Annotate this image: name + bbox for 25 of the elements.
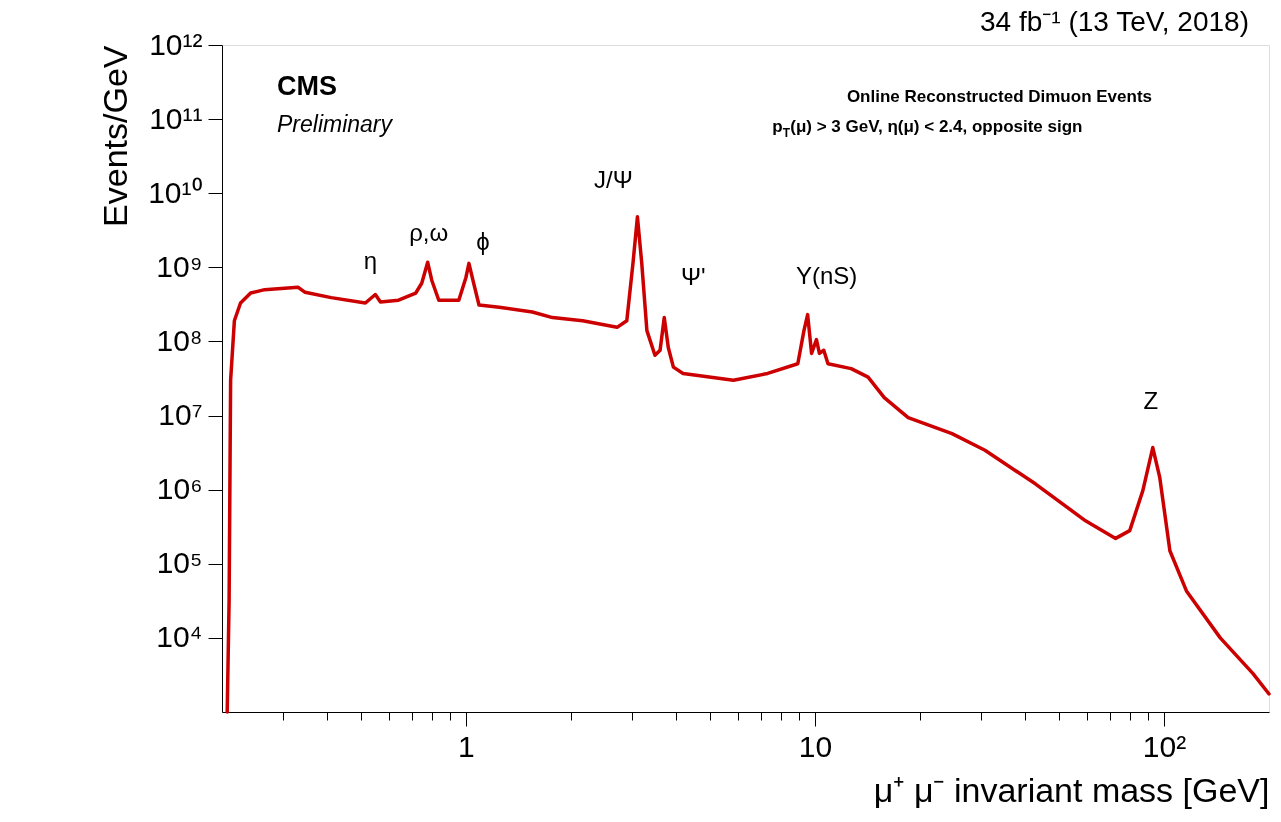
chart-title: 34 fb⁻¹ (13 TeV, 2018) <box>980 6 1249 37</box>
y-tick-label: 10⁸ <box>156 323 203 357</box>
y-tick-label: 10⁶ <box>156 472 203 506</box>
x-tick-label: 10 <box>798 729 833 763</box>
annotation: ϕ <box>476 228 490 256</box>
annotation: ρ,ω <box>409 219 449 247</box>
annotation: Υ(nS) <box>795 261 858 289</box>
annotation: Preliminary <box>277 111 394 137</box>
x-tick-label: 1 <box>458 729 475 763</box>
y-tick-label: 10¹² <box>149 27 203 61</box>
annotation: Z <box>1143 386 1159 414</box>
y-tick-label: 10⁵ <box>156 546 203 580</box>
annotation: Online Reconstructed Dimuon Events <box>846 87 1152 106</box>
annotation: η <box>363 247 378 275</box>
y-tick-label: 10⁴ <box>156 620 203 654</box>
annotation: Ψ' <box>680 262 706 290</box>
y-tick-label: 10¹⁰ <box>148 175 203 209</box>
annotation: J/Ψ <box>594 165 633 193</box>
y-tick-label: 10⁷ <box>158 398 203 432</box>
annotation: CMS <box>277 71 337 101</box>
y-axis-title: Events/GeV <box>96 45 135 227</box>
x-tick-label: 10² <box>1142 729 1187 763</box>
x-axis-title: μ⁺ μ⁻ invariant mass [GeV] <box>873 770 1270 809</box>
y-tick-label: 10⁹ <box>156 249 203 283</box>
y-tick-label: 10¹¹ <box>149 101 203 135</box>
